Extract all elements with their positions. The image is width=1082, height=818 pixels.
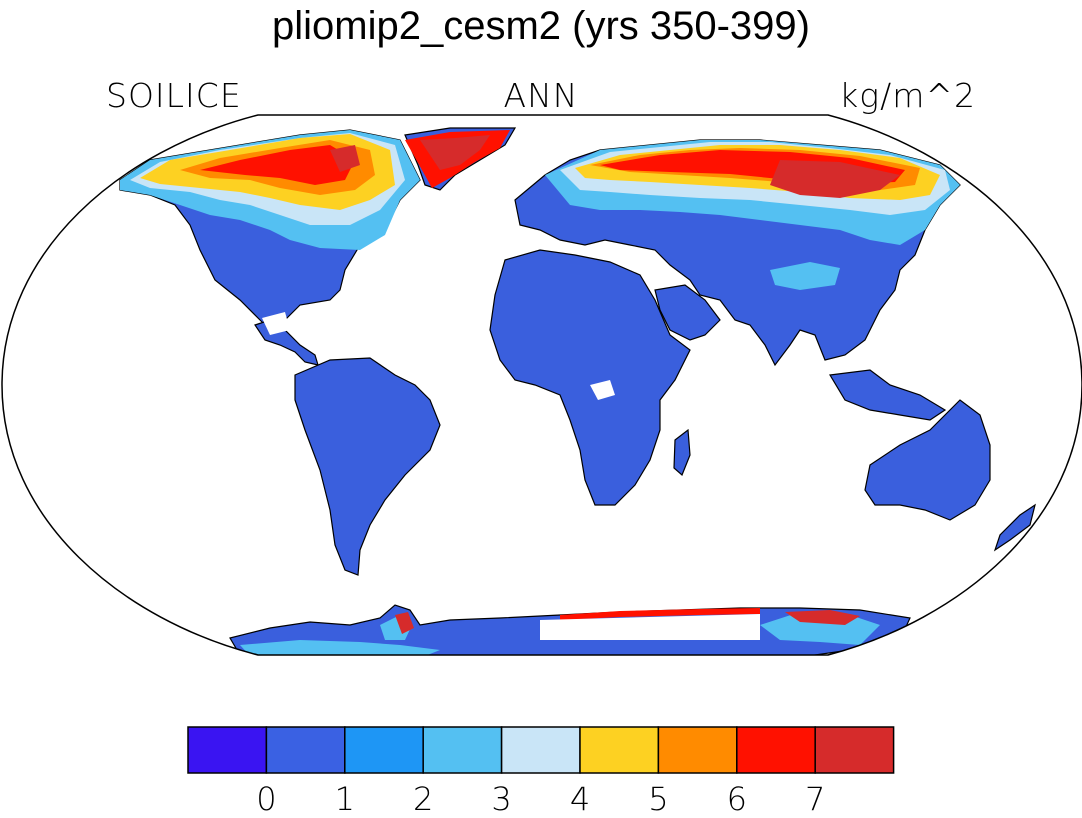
colorbar-box xyxy=(265,726,346,774)
africa xyxy=(489,249,691,506)
variable-label: SOILICE xyxy=(106,76,242,115)
gulf-gap xyxy=(262,312,290,335)
madagascar xyxy=(673,428,691,477)
southeast-asia xyxy=(829,369,947,421)
colorbar-box xyxy=(579,726,660,774)
colorbar-tick-label: 7 xyxy=(805,780,826,818)
colorbar-tick-label: 3 xyxy=(491,780,512,818)
australia xyxy=(864,399,991,521)
soil-ice-high-latitude xyxy=(120,130,960,655)
arabia xyxy=(654,284,721,341)
map-area xyxy=(2,115,1082,655)
south-america xyxy=(294,357,441,576)
colorbar-box xyxy=(657,726,738,774)
plot-title: pliomip2_cesm2 (yrs 350-399) xyxy=(271,4,810,48)
colorbar-tick-label: 1 xyxy=(334,780,355,818)
colorbar-box xyxy=(814,726,895,774)
colorbar-box xyxy=(422,726,503,774)
colorbar-box xyxy=(344,726,424,774)
colorbar-tick-label: 2 xyxy=(413,780,434,818)
colorbar-box xyxy=(500,726,581,774)
globe-outline xyxy=(1,114,1082,656)
colorbar-tick-label: 6 xyxy=(726,780,747,818)
colorbar xyxy=(187,726,895,774)
colorbar-box xyxy=(736,726,816,774)
colorbar-box xyxy=(187,726,268,774)
season-label: ANN xyxy=(503,76,579,115)
colorbar-tick-label: 5 xyxy=(648,780,669,818)
colorbar-tick-label: 0 xyxy=(256,780,277,818)
colorbar-tick-label: 4 xyxy=(569,780,591,818)
new-zealand xyxy=(993,503,1036,552)
africa-gap xyxy=(590,380,615,400)
units-label: kg/m^2 xyxy=(839,76,976,115)
